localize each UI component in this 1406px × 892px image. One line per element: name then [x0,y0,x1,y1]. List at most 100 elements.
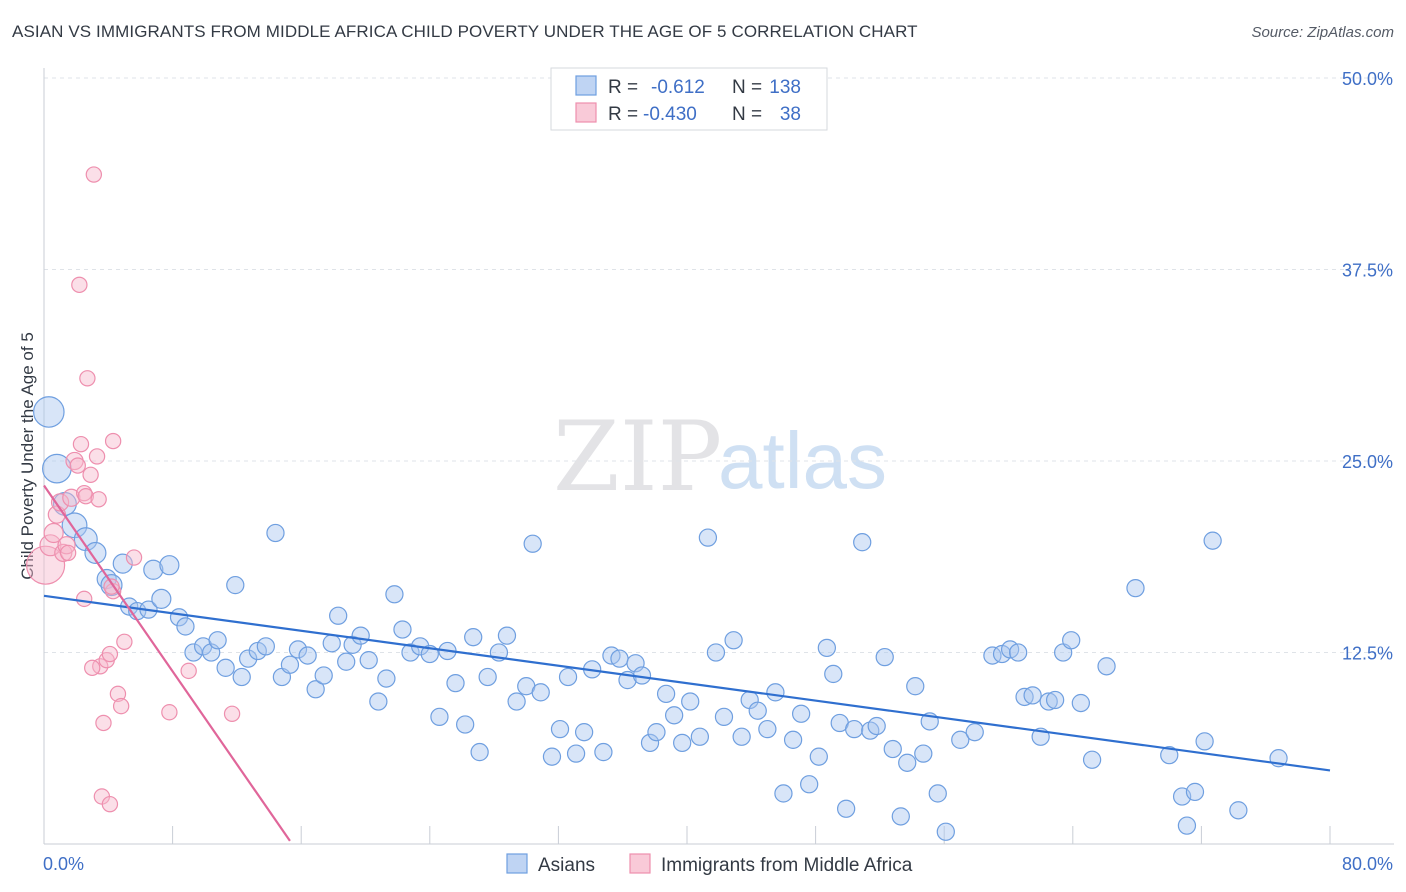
point-asians-123 [1071,693,1090,713]
point-africa-15 [88,448,106,465]
point-asians-63 [566,744,586,763]
point-asians-35 [329,606,348,625]
point-asians-47 [430,707,449,726]
y-tick-label-3: 50.0% [1342,69,1393,89]
point-asians-77 [681,692,700,711]
point-asians-14 [159,555,180,576]
x-tick-label-0: 0.0% [43,854,84,874]
point-asians-44 [401,643,420,662]
point-asians-120 [1045,690,1065,710]
point-africa-28 [84,659,101,677]
point-asians-42 [385,585,404,604]
x-tick-labels: 0.0% 80.0% [43,854,1393,874]
point-asians-103 [891,807,910,826]
trend-line-africa [43,484,291,842]
series-asians [33,396,1288,841]
point-africa-2 [43,522,64,544]
point-asians-8 [112,553,133,574]
point-asians-86 [758,719,777,739]
point-asians-78 [690,727,710,746]
point-asians-79 [698,528,718,547]
point-asians-68 [610,649,629,668]
point-asians-98 [853,533,872,552]
point-africa-17 [95,714,112,732]
point-asians-87 [766,683,785,702]
point-asians-51 [464,628,483,647]
point-asians-66 [594,742,613,762]
point-asians-106 [914,744,933,763]
point-asians-43 [393,620,412,639]
point-asians-82 [724,631,743,650]
point-asians-94 [824,664,843,684]
y-tick-label-2: 37.5% [1342,261,1393,281]
point-asians-5 [84,541,107,564]
watermark-zip: ZIP [553,401,722,513]
legend-swatch-asians [575,75,597,96]
watermark: ZIP atlas [553,401,887,513]
point-asians-117 [1023,686,1042,705]
point-asians-102 [883,739,902,759]
trend-line-asians [43,594,1331,772]
point-asians-40 [369,692,388,711]
point-asians-91 [800,775,819,794]
watermark-atlas: atlas [718,416,887,505]
point-africa-14 [85,166,103,183]
legend-r-value-africa: -0.430 [643,104,697,125]
point-africa-37 [90,491,107,508]
point-asians-119 [1039,692,1058,711]
point-asians-93 [817,638,837,658]
bottom-legend-swatch-asians [506,853,528,874]
y-tick-label-0: 12.5% [1342,644,1393,664]
point-asians-97 [845,719,864,739]
legend-n-label-africa: N = [732,104,762,125]
y-axis-label: Child Poverty Under the Age of 5 [18,332,37,580]
point-asians-31 [298,646,317,665]
point-asians-88 [774,784,793,803]
point-africa-36 [77,488,94,505]
source-credit: Source: ZipAtlas.com [1251,24,1394,41]
point-africa-24 [71,276,88,294]
point-asians-12 [143,559,164,580]
point-africa-26 [101,795,119,813]
chart-title: ASIAN VS IMMIGRANTS FROM MIDDLE AFRICA C… [12,22,918,41]
point-asians-115 [1008,643,1028,662]
point-asians-39 [359,651,378,670]
point-africa-20 [104,432,122,450]
point-asians-16 [176,617,195,636]
point-asians-81 [714,707,734,726]
bottom-legend-label-africa: Immigrants from Middle Africa [661,855,913,876]
legend-box [550,67,828,131]
point-asians-0 [33,396,65,428]
point-asians-126 [1126,579,1145,598]
point-asians-61 [550,719,570,739]
series-legend: Asians Immigrants from Middle Africa [506,853,913,876]
point-asians-129 [1177,816,1197,835]
point-asians-64 [574,723,594,742]
point-africa-9 [69,457,86,474]
point-asians-131 [1195,732,1214,751]
point-asians-74 [656,684,676,704]
point-africa-4 [50,493,70,512]
point-asians-52 [470,742,489,762]
point-asians-124 [1082,750,1102,769]
point-asians-49 [446,673,465,693]
point-asians-38 [351,626,370,645]
point-asians-133 [1229,801,1248,820]
legend-n-value-africa: 38 [780,104,801,125]
point-asians-20 [208,631,227,650]
point-asians-104 [898,753,917,772]
point-africa-34 [223,705,241,722]
legend-n-label-asians: N = [732,77,762,98]
point-asians-83 [732,727,751,746]
point-asians-21 [216,658,235,677]
point-asians-105 [906,677,925,696]
point-asians-62 [558,667,578,687]
point-asians-132 [1203,531,1222,550]
point-africa-10 [72,435,90,453]
point-asians-53 [478,667,497,687]
point-africa-29 [59,544,77,562]
point-africa-32 [161,704,178,721]
legend-n-value-asians: 138 [769,77,801,98]
series-africa [26,166,241,813]
point-asians-13 [151,588,172,609]
